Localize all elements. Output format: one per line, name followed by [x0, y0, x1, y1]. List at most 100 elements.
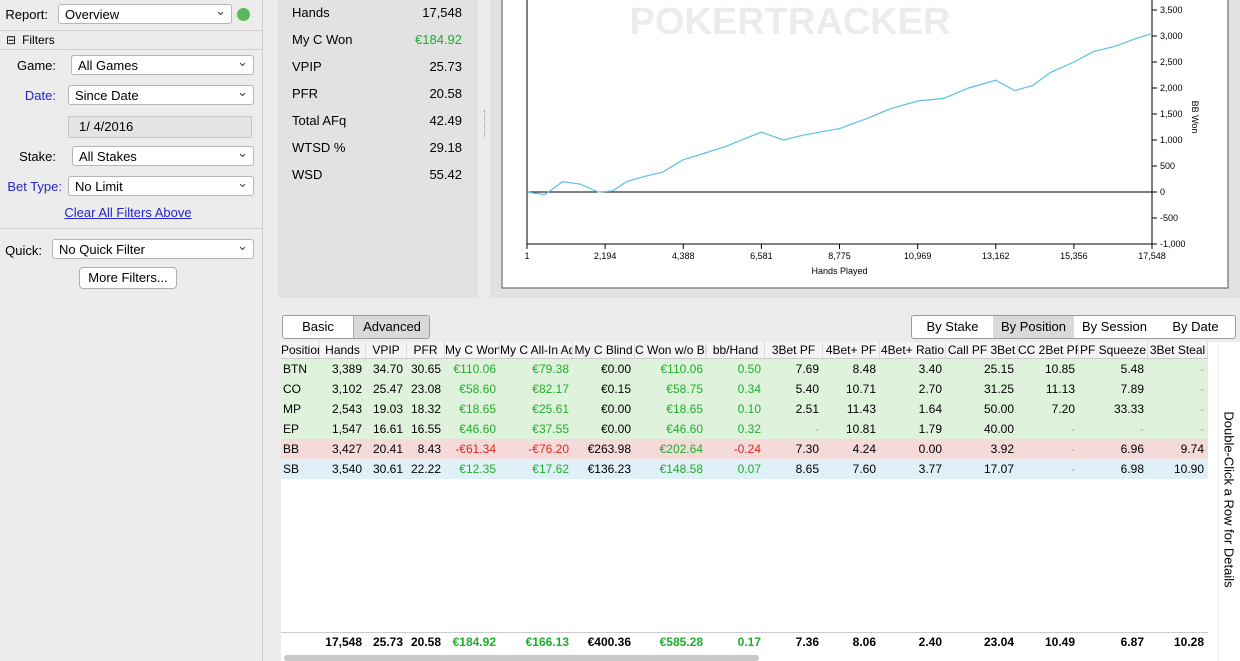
column-header[interactable]: My C All-In Adj [500, 342, 573, 358]
table-cell: €148.58 [659, 462, 703, 476]
total-cell: 23.04 [983, 635, 1014, 649]
column-header[interactable]: 3Bet Steal [1148, 342, 1208, 358]
filters-header[interactable]: ⊟ Filters [0, 30, 262, 50]
header-row [281, 342, 1208, 359]
stats-panel: Hands 17,548 My C Won €184.92 VPIP 25.73 PFR 20… [278, 0, 485, 298]
table-row[interactable] [281, 399, 1208, 419]
table-row[interactable] [281, 459, 1208, 479]
column-header[interactable]: bb/Hand [707, 342, 765, 358]
game-select[interactable]: All Games [71, 52, 254, 75]
tab[interactable]: Basic [302, 319, 334, 334]
column-header[interactable]: Hands [320, 342, 366, 358]
y-tick-label: 1,000 [1160, 135, 1183, 145]
view-tab[interactable]: By Session [1081, 319, 1148, 334]
report-select[interactable]: Overview [58, 1, 232, 24]
x-tick-label: 2,194 [594, 251, 617, 261]
graph-panel: POKERTRACKER 1 2,194 4,388 6,581 8,775 10,969 1… [490, 0, 1240, 298]
column-header[interactable]: 4Bet+ Ratio [880, 342, 946, 358]
clear-link[interactable]: Clear All Filters Above [64, 205, 192, 220]
column-header[interactable]: Position [281, 342, 320, 358]
stat-value: 25.73 [429, 59, 462, 74]
scrollbar[interactable] [284, 655, 759, 661]
quick-select[interactable]: No Quick Filter [52, 236, 254, 259]
total-cell: 17,548 [325, 635, 362, 649]
table-cell: €46.60 [459, 422, 496, 436]
table-cell: SB [283, 462, 300, 476]
table-cell: 10.90 [1173, 462, 1204, 476]
table-cell: 25.47 [372, 382, 403, 396]
table-cell: 30.61 [372, 462, 403, 476]
column-header[interactable]: CC 2Bet PF [1018, 342, 1079, 358]
view-tab[interactable]: By Stake [926, 319, 979, 334]
view-tab[interactable]: By Position [993, 316, 1074, 338]
table-cell: 3.40 [918, 362, 942, 376]
column-header[interactable]: My C Won [445, 342, 500, 358]
column-header[interactable]: 3Bet PF [765, 342, 823, 358]
table-cell: - [1071, 462, 1075, 476]
total-cell: €585.28 [659, 635, 703, 649]
column-header[interactable]: VPIP [366, 342, 407, 358]
game-label: Game: [16, 58, 56, 73]
y-tick-label: 1,500 [1160, 109, 1183, 119]
table-cell: - [1200, 422, 1204, 436]
help-icon[interactable] [237, 8, 250, 21]
y-tick-label: -500 [1160, 213, 1178, 223]
bettype-select[interactable]: No Limit [68, 173, 254, 196]
table-cell: €0.00 [600, 362, 631, 376]
table-cell: €18.65 [666, 402, 703, 416]
table-cell: 0.34 [737, 382, 761, 396]
table-cell: 40.00 [983, 422, 1014, 436]
table-cell: 1,547 [331, 422, 362, 436]
table-cell: -€76.20 [528, 442, 569, 456]
table-cell: 1.79 [918, 422, 942, 436]
stat-value: 55.42 [429, 167, 462, 182]
table-cell: 3,540 [331, 462, 362, 476]
table-cell: 8.48 [852, 362, 876, 376]
stat-label: PFR [292, 86, 318, 101]
view-tab[interactable]: By Date [1172, 319, 1219, 334]
table-cell: €263.98 [587, 442, 631, 456]
column-header[interactable]: PF Squeeze [1079, 342, 1148, 358]
total-cell: 10.49 [1044, 635, 1075, 649]
column-header[interactable]: My C Blind [573, 342, 635, 358]
stat-value: 17,548 [422, 5, 462, 20]
stat-value: 42.49 [429, 113, 462, 128]
stake-select[interactable]: All Stakes [72, 143, 254, 166]
table-row[interactable] [281, 379, 1208, 399]
x-tick-label: 13,162 [982, 251, 1010, 261]
y-tick-label: 500 [1160, 161, 1175, 171]
table-row[interactable] [281, 439, 1208, 459]
column-header[interactable]: PFR [407, 342, 445, 358]
table-cell: 6.98 [1120, 462, 1144, 476]
report-label: Report: [5, 7, 48, 22]
table-cell: 2,543 [331, 402, 362, 416]
table-cell: -€61.34 [455, 442, 496, 456]
table-cell: 7.60 [852, 462, 876, 476]
table-row[interactable] [281, 419, 1208, 439]
column-header[interactable]: C Won w/o BI [635, 342, 707, 358]
date-select[interactable]: Since Date [68, 82, 254, 105]
table-cell: 9.74 [1180, 442, 1204, 456]
table-cell: 17.07 [983, 462, 1014, 476]
column-header[interactable]: Call PF 3Bet [946, 342, 1018, 358]
table-cell: MP [283, 402, 301, 416]
date-field[interactable]: 1/ 4/2016 [68, 116, 252, 138]
table-cell: - [1071, 422, 1075, 436]
y-tick-label: 0 [1160, 187, 1165, 197]
table-row[interactable] [281, 359, 1208, 379]
y-tick-label: 3,000 [1160, 31, 1183, 41]
table-cell: 7.89 [1120, 382, 1144, 396]
x-tick-label: 17,548 [1138, 251, 1166, 261]
more-filters-button[interactable]: More Filters... [79, 267, 177, 289]
stat-label: Total AFq [292, 113, 347, 128]
total-cell: 8.06 [852, 635, 876, 649]
table-cell: €82.17 [532, 382, 569, 396]
watermark: POKERTRACKER [630, 1, 951, 43]
tab[interactable]: Advanced [353, 316, 429, 338]
x-tick-label: 10,969 [904, 251, 932, 261]
stat-value: 20.58 [429, 86, 462, 101]
table-cell: €110.06 [660, 362, 704, 376]
table-cell: 7.20 [1051, 402, 1075, 416]
table-cell: 11.13 [1045, 382, 1075, 396]
column-header[interactable]: 4Bet+ PF [823, 342, 880, 358]
